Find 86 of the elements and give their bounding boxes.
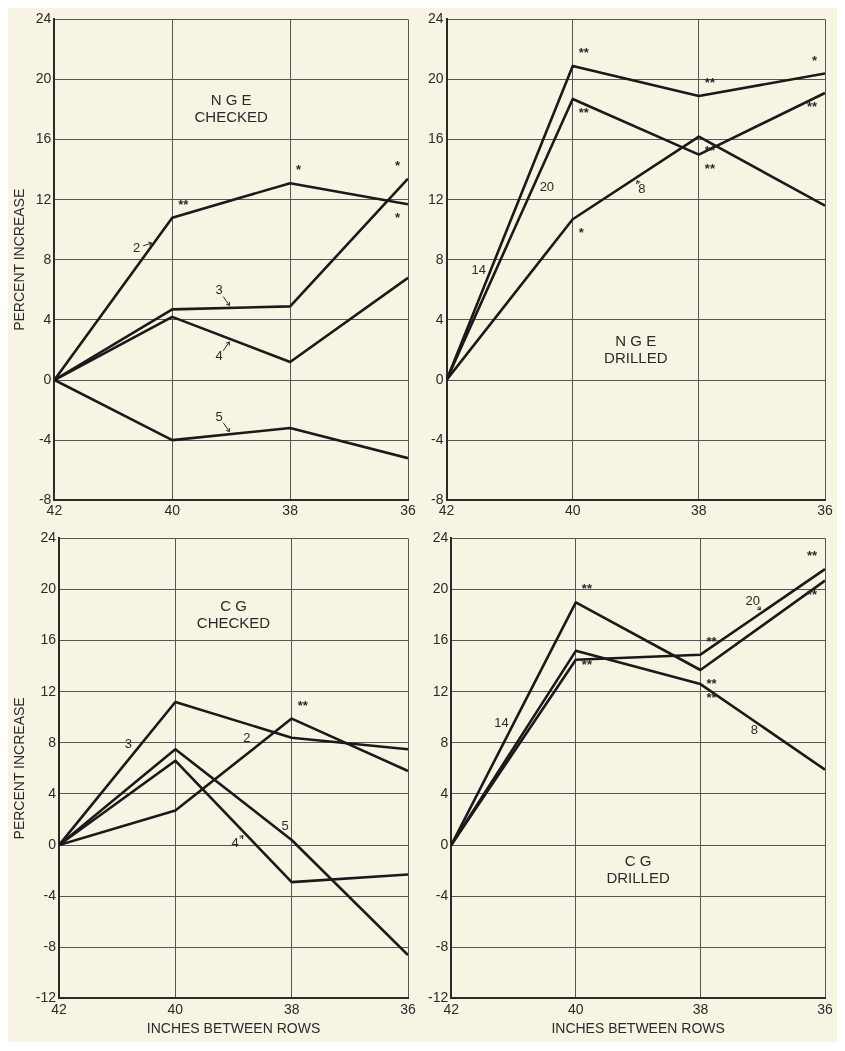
y-tick-label: 24 [35, 10, 52, 27]
x-tick-label: 42 [51, 1000, 68, 1017]
y-tick-label: 0 [48, 835, 57, 852]
annotation: ** [706, 676, 718, 692]
x-tick-label: 36 [400, 502, 416, 519]
annotation: * [394, 157, 401, 173]
x-axis-title: INCHES BETWEEN ROWS [146, 1020, 321, 1037]
x-tick-label: 38 [282, 502, 299, 519]
x-tick-label: 38 [283, 1000, 300, 1017]
y-tick-label: 24 [40, 529, 57, 546]
annotation: ** [704, 160, 716, 176]
y-tick-label: 4 [440, 784, 449, 801]
annotation: ** [581, 581, 593, 597]
y-tick-label: -4 [38, 430, 52, 447]
text: C G DRILLED [606, 852, 670, 887]
x-tick-label: 36 [400, 1000, 416, 1017]
y-tick-label: 24 [432, 529, 449, 546]
text: N G E CHECKED [194, 91, 269, 126]
annotation: ** [806, 99, 818, 115]
y-tick-label: -8 [435, 938, 449, 955]
y-tick-label: -8 [43, 938, 57, 955]
annotation: * [394, 210, 401, 226]
y-tick-label: 12 [35, 190, 52, 207]
annotation: ** [578, 45, 590, 61]
y-tick-label: 12 [432, 682, 449, 699]
annotation: ** [704, 75, 716, 91]
series-label: 8 [750, 721, 758, 737]
y-tick-label: 20 [427, 70, 444, 87]
series-label: 2 [243, 729, 251, 745]
y-tick-label: 20 [40, 580, 57, 597]
annotation: ** [178, 196, 190, 212]
y-tick-label: 0 [440, 835, 449, 852]
x-tick-label: 36 [817, 502, 833, 519]
y-tick-label: 20 [432, 580, 449, 597]
y-tick-label: 20 [35, 70, 52, 87]
annotation: ** [706, 690, 718, 706]
y-tick-label: 12 [427, 190, 444, 207]
y-tick-label: -4 [431, 430, 444, 447]
y-tick-label: 24 [427, 10, 444, 27]
x-tick-label: 36 [817, 1000, 833, 1017]
y-tick-label: -4 [435, 887, 449, 904]
text: C G CHECKED [196, 596, 271, 631]
y-axis-title: PERCENT INCREASE [11, 188, 28, 331]
y-tick-label: 16 [40, 631, 57, 648]
y-tick-label: 8 [48, 733, 57, 750]
y-tick-label: 4 [48, 784, 57, 801]
y-axis-title: PERCENT INCREASE [11, 697, 28, 840]
y-tick-label: 8 [435, 250, 444, 267]
y-tick-label: 4 [435, 310, 444, 327]
legend-label: 2 [132, 239, 141, 255]
annotation: ** [578, 105, 590, 121]
x-tick-label: 40 [164, 502, 181, 519]
x-axis-title: INCHES BETWEEN ROWS [551, 1020, 725, 1037]
series-label: 14 [494, 715, 509, 731]
annotation: ** [704, 142, 716, 158]
legend-label: 20 [745, 593, 760, 609]
x-tick-label: 40 [568, 1000, 584, 1017]
x-tick-label: 40 [564, 502, 581, 519]
x-tick-label: 38 [692, 1000, 709, 1017]
x-tick-label: 42 [443, 1000, 460, 1017]
annotation: * [296, 162, 303, 178]
series-label: 14 [471, 261, 486, 277]
annotation: ** [581, 656, 593, 672]
y-tick-label: 0 [435, 370, 444, 387]
y-tick-label: 4 [43, 310, 52, 327]
y-tick-label: -4 [43, 887, 57, 904]
y-tick-label: 16 [35, 130, 52, 147]
y-tick-label: 0 [43, 370, 52, 387]
annotation: ** [297, 697, 309, 713]
y-tick-label: 8 [43, 250, 52, 267]
annotation: * [578, 225, 585, 241]
series-label: 5 [215, 408, 223, 424]
series-label: 5 [281, 817, 289, 833]
x-tick-label: 40 [167, 1000, 184, 1017]
x-tick-label: 38 [691, 502, 707, 519]
annotation: * [811, 52, 818, 68]
series-label: 3 [215, 282, 223, 298]
series-label: 20 [539, 178, 555, 194]
series-label: 4 [215, 348, 223, 364]
y-tick-label: 8 [440, 733, 449, 750]
annotation: ** [806, 548, 818, 564]
text: N G E DRILLED [604, 331, 668, 366]
y-tick-label: 16 [427, 130, 444, 147]
y-tick-label: 16 [432, 631, 449, 648]
y-tick-label: 12 [40, 682, 57, 699]
legend-label: 8 [638, 181, 646, 197]
